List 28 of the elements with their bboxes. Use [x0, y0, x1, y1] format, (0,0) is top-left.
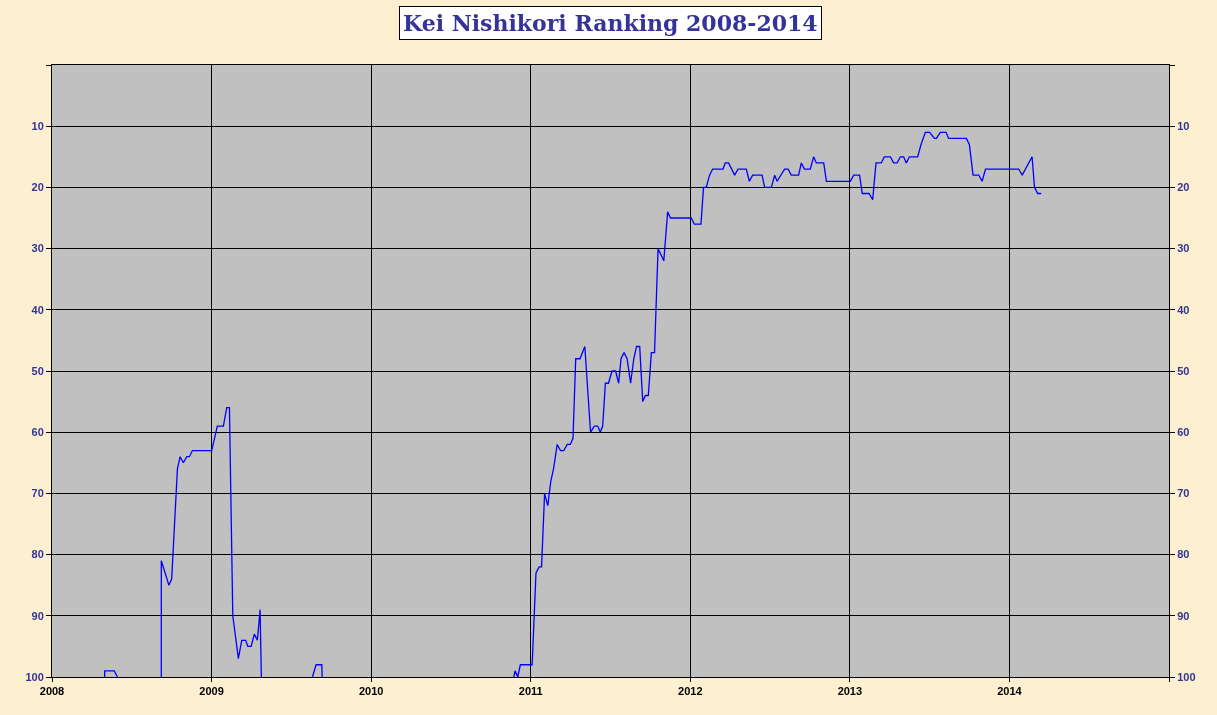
- y2-tick-label: 60: [1177, 426, 1190, 439]
- x-tick-label: 2008: [39, 685, 65, 698]
- y2-tick-label: 100: [1177, 670, 1196, 683]
- y-tick-label: 80: [31, 548, 44, 561]
- y2-tick-label: 30: [1177, 242, 1190, 255]
- x-tick-label: 2009: [199, 685, 224, 698]
- x-tick-label: 2012: [678, 685, 703, 698]
- y-tick-label: 90: [31, 609, 44, 622]
- y-tick-label: 100: [25, 670, 44, 683]
- y-tick-label: 30: [31, 242, 44, 255]
- x-tick-label: 2013: [837, 685, 863, 698]
- y-tick-label: 10: [31, 120, 44, 133]
- y2-tick-label: 40: [1177, 303, 1190, 316]
- y-tick-label: 70: [31, 487, 44, 500]
- chart-title: Kei Nishikori Ranking 2008-2014: [403, 10, 818, 36]
- y2-tick-label: 70: [1177, 487, 1190, 500]
- y-tick-label: 50: [31, 364, 44, 377]
- x-tick-label: 2010: [358, 685, 384, 698]
- y-tick-label: 20: [31, 181, 44, 194]
- y2-tick-label: 90: [1177, 609, 1190, 622]
- x-tick-label: 2014: [997, 685, 1023, 698]
- y-tick-label: 60: [31, 426, 44, 439]
- x-tick-label: 2011: [518, 685, 543, 698]
- y2-tick-label: 10: [1177, 120, 1190, 133]
- y2-tick-label: 80: [1177, 548, 1190, 561]
- y-tick-label: 40: [31, 303, 44, 316]
- y2-tick-label: 20: [1177, 181, 1190, 194]
- y2-tick-label: 50: [1177, 364, 1190, 377]
